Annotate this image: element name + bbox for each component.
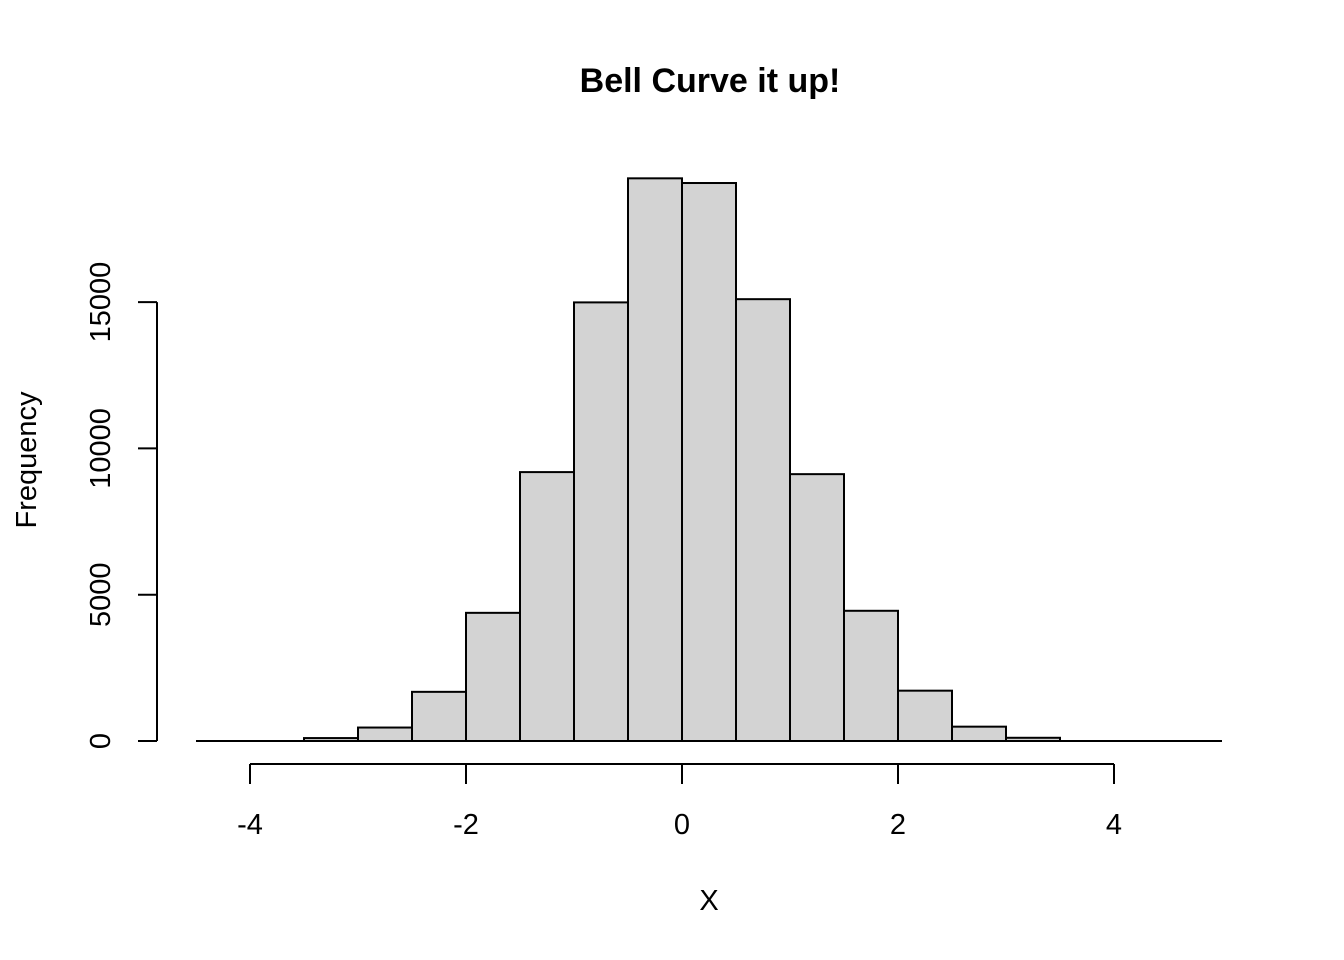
chart-title: Bell Curve it up! (580, 62, 841, 100)
histogram-bar (519, 471, 575, 742)
histogram-bar (465, 611, 521, 742)
histogram-bar (951, 725, 1007, 742)
x-tick-label: -2 (453, 809, 479, 841)
bars-group (196, 177, 1222, 743)
histogram-bar (843, 609, 899, 743)
y-tick-label: 5000 (85, 562, 117, 627)
y-tick-label: 10000 (85, 408, 117, 489)
y-tick-label: 0 (85, 733, 117, 749)
histogram-bar (357, 726, 413, 743)
histogram-bar (681, 182, 737, 743)
y-axis-label: Frequency (11, 391, 43, 529)
x-tick-label: 0 (674, 809, 690, 841)
histogram-bar (735, 298, 791, 742)
x-axis: -4 -2 0 2 4 (237, 763, 1122, 841)
histogram-bar (627, 177, 683, 742)
histogram-bar (573, 301, 629, 742)
x-tick-label: 4 (1106, 809, 1122, 841)
histogram-bar (897, 689, 953, 742)
y-axis: 0 5000 10000 15000 (85, 262, 158, 749)
x-tick-label: -4 (237, 809, 263, 841)
x-tick-label: 2 (890, 809, 906, 841)
histogram-bar (411, 690, 467, 742)
y-tick-label: 15000 (85, 262, 117, 343)
x-axis-label: X (699, 885, 718, 917)
histogram-bar (789, 473, 845, 742)
